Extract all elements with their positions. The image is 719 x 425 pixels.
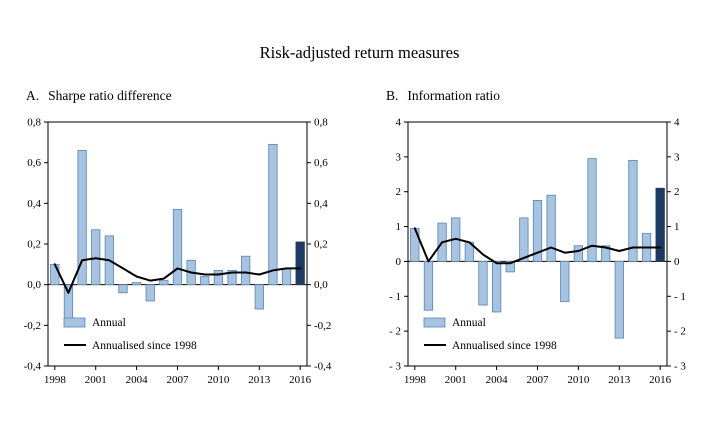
panel-a: A. Sharpe ratio difference 0,8 0,8 0,6 0,6 0,… (10, 88, 345, 401)
y-tick-label-right: - 2 (674, 326, 686, 338)
figure-title: Risk-adjusted return measures (259, 43, 460, 62)
y-tick-label-left: 0,4 (27, 198, 41, 210)
panel-b: B. Information ratio 4 4 3 3 2 2 1 1 0 0 - 1 - 1 - 2 -… (370, 88, 705, 401)
bar-2000 (77, 150, 87, 286)
bar-2004 (491, 261, 502, 313)
y-tick-label-left: 3 (396, 151, 402, 163)
x-tick-label: 2001 (445, 374, 467, 386)
x-tick-label: 2010 (567, 374, 590, 386)
legend-annual-label: Annual (92, 317, 126, 329)
y-tick-label-left: - 3 (389, 361, 401, 373)
x-tick-label: 2004 (486, 374, 509, 386)
panel-a-title-text: Sharpe ratio difference (48, 88, 172, 103)
y-tick-label-right: 0,8 (314, 117, 328, 129)
chart-svg-A: 0,8 0,8 0,6 0,6 0,4 0,4 0,2 0,2 0,0 0,0 -0,2 -0,2 -0… (24, 117, 332, 387)
bar-2015 (281, 267, 292, 286)
panel-b-title-text: Information ratio (407, 88, 500, 103)
y-tick-label-left: 0,8 (27, 117, 41, 129)
bar-2016 (295, 241, 305, 286)
y-tick-label-left: - 2 (389, 326, 401, 338)
y-tick-label-right: 4 (674, 117, 680, 129)
bar-1999 (423, 261, 434, 311)
y-tick-label-right: 3 (674, 151, 680, 163)
bar-2011 (587, 158, 597, 262)
bar-2005 (145, 284, 155, 302)
y-tick-label-left: 0,2 (27, 239, 41, 251)
x-tick-label: 2016 (289, 374, 312, 386)
y-tick-label-left: - 1 (389, 291, 401, 303)
panel-b-label: B. (386, 88, 399, 103)
bar-2014 (268, 143, 278, 286)
y-tick-label-left: 0,0 (27, 279, 41, 291)
panels-row: A. Sharpe ratio difference 0,8 0,8 0,6 0,6 0,… (0, 88, 719, 401)
bar-2013 (254, 284, 264, 310)
legend-annual-label: Annual (452, 317, 486, 329)
y-tick-label-left: -0,2 (24, 320, 41, 332)
y-tick-label-right: 0,2 (314, 239, 328, 251)
bar-2012 (601, 245, 611, 262)
legend-annual-swatch (423, 317, 446, 328)
bar-2006 (159, 280, 169, 286)
panel-a-label: A. (26, 88, 40, 103)
chart-a: 0,8 0,8 0,6 0,6 0,4 0,4 0,2 0,2 0,0 0,0 -0,2 -0,2 -0… (10, 112, 345, 401)
legend-annualised-label: Annualised since 1998 (92, 340, 197, 352)
bar-2013 (614, 261, 624, 339)
annualised-line (413, 227, 662, 265)
bar-2010 (573, 245, 584, 262)
x-tick-label: 1998 (404, 374, 427, 386)
y-tick-label-right: -0,4 (314, 361, 332, 373)
y-tick-label-right: 1 (674, 221, 680, 233)
y-tick-label-right: - 3 (674, 361, 686, 373)
bar-2011 (227, 270, 237, 286)
y-tick-label-left: -0,4 (24, 361, 42, 373)
y-tick-label-right: -0,2 (314, 320, 331, 332)
y-tick-label-left: 2 (396, 186, 402, 198)
bar-2010 (213, 270, 224, 286)
x-tick-label: 2001 (85, 374, 107, 386)
x-tick-label: 1998 (44, 374, 67, 386)
y-tick-label-right: 2 (674, 186, 680, 198)
panel-b-title: B. Information ratio (386, 88, 705, 104)
bar-2003 (478, 261, 488, 306)
y-tick-label-right: 0 (674, 256, 680, 268)
y-tick-label-right: 0,0 (314, 279, 328, 291)
bar-2003 (118, 284, 128, 294)
y-tick-label-left: 0,6 (27, 157, 41, 169)
y-tick-label-right: 0,4 (314, 198, 328, 210)
x-tick-label: 2013 (608, 374, 631, 386)
bar-2004 (131, 282, 142, 286)
legend-annualised-label: Annualised since 1998 (452, 340, 557, 352)
y-tick-label-right: - 1 (674, 291, 686, 303)
bar-2014 (628, 159, 638, 262)
y-tick-label-left: 0 (396, 256, 402, 268)
x-tick-label: 2016 (649, 374, 672, 386)
bar-2009 (560, 261, 570, 302)
x-tick-label: 2007 (527, 374, 550, 386)
x-tick-label: 2010 (207, 374, 230, 386)
bar-2007 (172, 209, 183, 286)
bar-2009 (200, 276, 210, 286)
panel-a-title: A. Sharpe ratio difference (26, 88, 345, 104)
y-tick-label-left: 1 (396, 221, 402, 233)
x-tick-label: 2004 (126, 374, 149, 386)
y-tick-label-right: 0,6 (314, 157, 328, 169)
bar-1998 (50, 263, 60, 286)
bar-2005 (505, 261, 515, 273)
bar-2012 (241, 255, 251, 286)
bar-2016 (655, 187, 665, 262)
annualised-line (53, 257, 302, 294)
legend-annual-swatch (63, 317, 86, 328)
bar-2007 (532, 200, 543, 262)
bar-2008 (546, 194, 556, 262)
x-tick-label: 2013 (248, 374, 271, 386)
y-tick-label-left: 4 (396, 117, 402, 129)
x-tick-label: 2007 (167, 374, 190, 386)
bar-2006 (519, 217, 529, 262)
